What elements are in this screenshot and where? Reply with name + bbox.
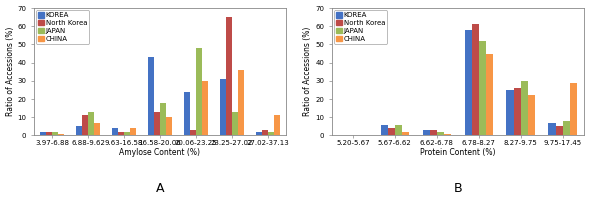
Bar bbox=[402, 132, 409, 135]
Bar bbox=[444, 134, 451, 135]
Bar bbox=[76, 126, 82, 135]
Bar bbox=[82, 115, 88, 135]
Bar bbox=[124, 132, 130, 135]
Bar bbox=[238, 70, 244, 135]
Bar bbox=[548, 123, 556, 135]
X-axis label: Amylose Content (%): Amylose Content (%) bbox=[119, 148, 200, 157]
Bar bbox=[40, 132, 46, 135]
Text: B: B bbox=[453, 182, 462, 196]
Bar bbox=[148, 57, 154, 135]
Bar bbox=[274, 115, 280, 135]
Bar bbox=[166, 117, 172, 135]
Bar bbox=[202, 81, 208, 135]
Bar bbox=[479, 41, 486, 135]
Legend: KOREA, North Korea, JAPAN, CHINA: KOREA, North Korea, JAPAN, CHINA bbox=[36, 10, 89, 44]
Bar bbox=[506, 90, 514, 135]
Bar bbox=[262, 130, 268, 135]
Bar bbox=[256, 132, 262, 135]
Bar bbox=[220, 79, 226, 135]
Bar bbox=[226, 17, 232, 135]
Bar bbox=[486, 54, 493, 135]
Bar bbox=[472, 24, 479, 135]
Bar bbox=[570, 83, 577, 135]
Bar bbox=[88, 112, 94, 135]
Y-axis label: Ratio of Accessions (%): Ratio of Accessions (%) bbox=[303, 27, 313, 116]
Bar bbox=[521, 81, 528, 135]
Y-axis label: Ratio of Accessions (%): Ratio of Accessions (%) bbox=[5, 27, 15, 116]
Bar bbox=[388, 128, 395, 135]
Bar bbox=[118, 132, 124, 135]
Bar bbox=[94, 123, 100, 135]
Bar bbox=[423, 130, 430, 135]
Bar bbox=[528, 95, 535, 135]
Bar bbox=[160, 103, 166, 135]
Bar bbox=[381, 124, 388, 135]
Bar bbox=[58, 134, 64, 135]
X-axis label: Protein Content (%): Protein Content (%) bbox=[420, 148, 495, 157]
Bar bbox=[232, 112, 238, 135]
Bar bbox=[465, 30, 472, 135]
Bar bbox=[130, 128, 136, 135]
Legend: KOREA, North Korea, JAPAN, CHINA: KOREA, North Korea, JAPAN, CHINA bbox=[334, 10, 387, 44]
Text: A: A bbox=[155, 182, 164, 196]
Bar bbox=[514, 88, 521, 135]
Bar bbox=[46, 132, 52, 135]
Bar bbox=[112, 128, 118, 135]
Bar bbox=[395, 124, 402, 135]
Bar bbox=[430, 130, 437, 135]
Bar bbox=[556, 126, 563, 135]
Bar bbox=[184, 92, 190, 135]
Bar bbox=[437, 132, 444, 135]
Bar bbox=[154, 112, 160, 135]
Bar bbox=[52, 132, 58, 135]
Bar bbox=[563, 121, 570, 135]
Bar bbox=[196, 48, 202, 135]
Bar bbox=[190, 130, 196, 135]
Bar bbox=[268, 132, 274, 135]
